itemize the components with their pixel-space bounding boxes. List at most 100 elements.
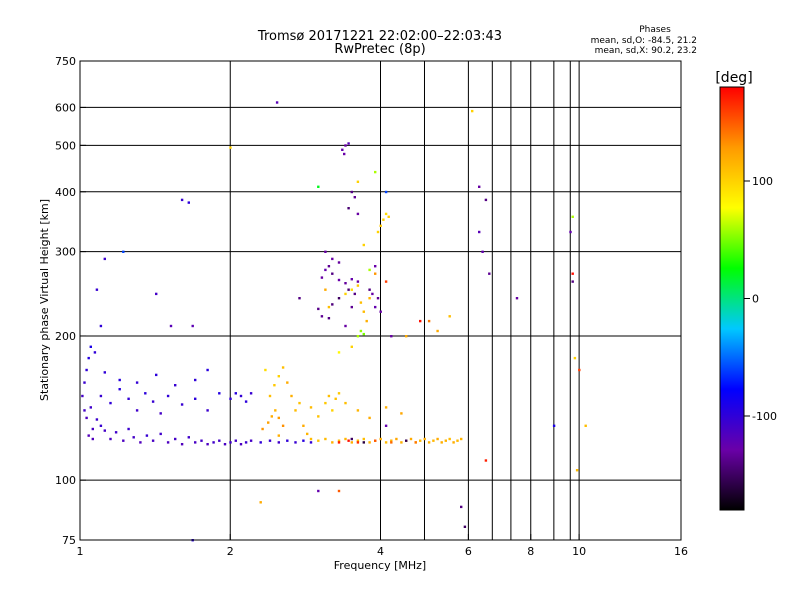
data-point bbox=[194, 397, 197, 400]
data-point bbox=[270, 415, 273, 418]
data-point bbox=[456, 439, 459, 442]
data-point bbox=[571, 215, 574, 218]
data-point bbox=[343, 152, 346, 156]
data-point bbox=[350, 288, 353, 291]
data-point bbox=[337, 441, 341, 444]
data-point bbox=[337, 278, 341, 282]
data-point bbox=[259, 441, 262, 444]
data-point bbox=[309, 437, 313, 441]
data-point bbox=[327, 265, 331, 268]
data-point bbox=[194, 441, 197, 444]
chart-subtitle: RwPretec (8p) bbox=[334, 42, 425, 57]
data-point bbox=[571, 272, 574, 275]
data-point bbox=[347, 207, 350, 210]
data-point bbox=[452, 441, 455, 444]
data-point bbox=[569, 230, 572, 234]
data-point bbox=[350, 441, 353, 444]
y-tick-label: 300 bbox=[55, 246, 76, 259]
y-tick-label: 600 bbox=[55, 101, 76, 114]
data-point bbox=[166, 441, 170, 444]
data-point bbox=[306, 432, 309, 436]
data-point bbox=[337, 351, 341, 354]
data-point bbox=[484, 459, 488, 462]
data-point bbox=[384, 441, 388, 444]
data-point bbox=[405, 335, 408, 338]
data-point bbox=[234, 392, 237, 395]
data-point bbox=[344, 437, 347, 441]
data-point bbox=[309, 441, 313, 444]
data-point bbox=[99, 394, 103, 398]
data-point bbox=[103, 429, 106, 432]
data-point bbox=[368, 268, 371, 272]
x-tick-label: 2 bbox=[227, 545, 234, 558]
data-point bbox=[91, 437, 94, 441]
data-point bbox=[99, 324, 103, 328]
data-point bbox=[85, 368, 88, 372]
data-point bbox=[356, 409, 360, 412]
data-point bbox=[234, 439, 237, 442]
data-point bbox=[390, 441, 393, 444]
data-point bbox=[309, 406, 313, 409]
data-point bbox=[356, 441, 360, 444]
data-point bbox=[359, 301, 363, 304]
y-tick-label: 200 bbox=[55, 330, 76, 343]
colorbar bbox=[719, 86, 745, 511]
data-point bbox=[578, 368, 581, 372]
data-point bbox=[478, 185, 481, 188]
data-point bbox=[268, 394, 272, 398]
data-point bbox=[135, 409, 139, 412]
x-tick-label: 16 bbox=[674, 545, 688, 558]
data-point bbox=[180, 403, 184, 406]
data-point bbox=[390, 439, 393, 442]
data-point bbox=[212, 441, 215, 444]
data-point bbox=[244, 400, 248, 403]
data-point bbox=[460, 437, 463, 441]
data-point bbox=[384, 280, 388, 283]
data-point bbox=[379, 437, 382, 441]
data-point bbox=[356, 439, 360, 442]
data-point bbox=[206, 443, 209, 446]
data-point bbox=[324, 288, 327, 291]
data-point bbox=[414, 441, 417, 444]
data-point bbox=[166, 394, 170, 398]
data-point bbox=[331, 272, 334, 275]
data-point bbox=[337, 392, 341, 395]
data-point bbox=[400, 412, 403, 415]
data-point bbox=[353, 196, 356, 199]
data-point bbox=[374, 305, 377, 309]
data-point bbox=[324, 268, 327, 272]
data-point bbox=[81, 394, 84, 398]
data-point bbox=[356, 284, 360, 287]
data-point bbox=[344, 401, 347, 405]
data-point bbox=[382, 218, 385, 221]
data-point bbox=[337, 489, 341, 493]
data-point bbox=[350, 278, 353, 281]
data-point bbox=[151, 439, 155, 442]
data-point bbox=[362, 243, 365, 247]
data-point bbox=[379, 224, 382, 227]
data-point bbox=[344, 292, 347, 296]
data-point bbox=[298, 401, 301, 405]
data-point bbox=[286, 439, 289, 442]
data-point bbox=[356, 335, 360, 338]
data-point bbox=[93, 351, 97, 354]
data-point bbox=[374, 272, 377, 275]
data-point bbox=[118, 378, 121, 382]
data-point bbox=[374, 265, 377, 268]
data-point bbox=[384, 190, 388, 194]
data-point bbox=[277, 434, 280, 437]
data-point bbox=[350, 190, 353, 194]
data-point bbox=[478, 230, 481, 234]
colorbar-tick-label: -100 bbox=[752, 410, 777, 423]
data-point bbox=[159, 412, 162, 415]
legend-line-x: mean, sd,X: 90.2, 23.2 bbox=[595, 46, 697, 56]
data-point bbox=[155, 292, 158, 296]
data-point bbox=[484, 198, 488, 202]
data-point bbox=[273, 384, 276, 387]
data-point bbox=[331, 303, 334, 306]
data-point bbox=[277, 441, 280, 444]
data-point bbox=[180, 443, 184, 446]
data-point bbox=[169, 324, 173, 328]
x-tick-label: 4 bbox=[377, 545, 384, 558]
data-point bbox=[423, 437, 426, 441]
